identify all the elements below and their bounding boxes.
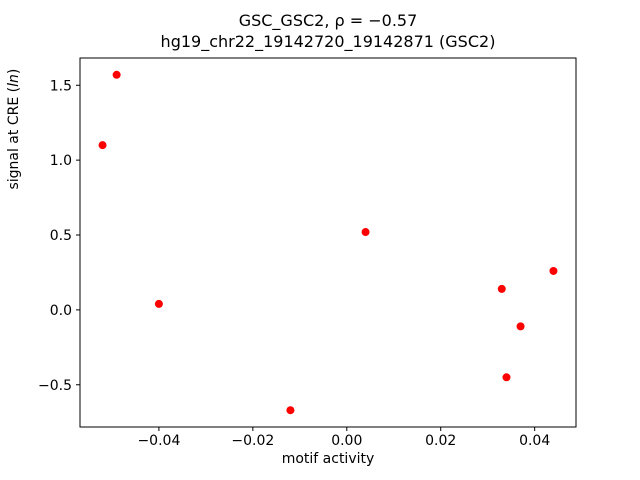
x-tick-label: 0.02 xyxy=(425,433,456,449)
x-axis-label: motif activity xyxy=(282,451,375,467)
x-tick-label: 0.00 xyxy=(331,433,362,449)
scatter-point xyxy=(502,373,511,382)
scatter-point xyxy=(549,266,558,275)
scatter-point xyxy=(516,322,525,331)
y-tick-label: 0.0 xyxy=(50,303,72,319)
axes-box xyxy=(79,57,577,428)
x-tick-label: −0.04 xyxy=(137,433,180,449)
scatter-point xyxy=(112,70,121,79)
scatter-point xyxy=(154,299,163,308)
chart-title: GSC_GSC2, ρ = −0.57 hg19_chr22_19142720_… xyxy=(80,10,576,52)
x-tick-label: 0.04 xyxy=(519,433,550,449)
x-tick-label: −0.02 xyxy=(231,433,274,449)
scatter-point xyxy=(98,141,107,150)
y-tick-label: −0.5 xyxy=(38,378,72,394)
y-tick-label: 1.0 xyxy=(50,153,72,169)
y-tick-label: 0.5 xyxy=(50,228,72,244)
scatter-point xyxy=(497,284,506,293)
scatter-point xyxy=(361,228,370,237)
y-tick-label: 1.5 xyxy=(50,78,72,94)
chart-title-line2: hg19_chr22_19142720_19142871 (GSC2) xyxy=(160,32,496,51)
chart-title-line1: GSC_GSC2, ρ = −0.57 xyxy=(238,11,418,30)
scatter-point xyxy=(286,406,295,415)
